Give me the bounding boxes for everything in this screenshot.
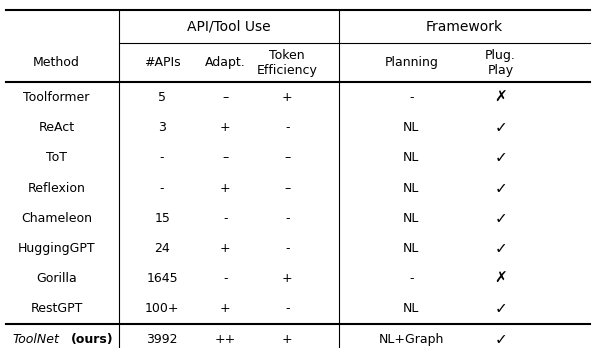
Text: ✓: ✓: [494, 241, 507, 256]
Text: +: +: [282, 333, 293, 346]
Text: #APIs: #APIs: [144, 56, 181, 69]
Text: Planning: Planning: [384, 56, 438, 69]
Text: ToolNet: ToolNet: [13, 333, 59, 346]
Text: -: -: [160, 151, 164, 164]
Text: –: –: [284, 182, 290, 195]
Text: Framework: Framework: [426, 19, 503, 34]
Text: ✗: ✗: [494, 271, 507, 286]
Text: (ours): (ours): [71, 333, 114, 346]
Text: Plug.
Play: Plug. Play: [485, 49, 516, 77]
Text: 5: 5: [158, 91, 166, 104]
Text: HuggingGPT: HuggingGPT: [18, 242, 95, 255]
Text: –: –: [222, 151, 228, 164]
Text: –: –: [284, 151, 290, 164]
Text: +: +: [282, 272, 293, 285]
Text: -: -: [285, 121, 290, 134]
Text: -: -: [223, 272, 228, 285]
Text: -: -: [160, 182, 164, 195]
Text: ✗: ✗: [494, 90, 507, 105]
Text: NL: NL: [403, 121, 420, 134]
Text: NL: NL: [403, 151, 420, 164]
Text: +: +: [220, 121, 231, 134]
Text: +: +: [220, 302, 231, 315]
Text: ++: ++: [215, 333, 236, 346]
Text: -: -: [285, 242, 290, 255]
Text: -: -: [409, 91, 414, 104]
Text: -: -: [409, 272, 414, 285]
Text: 15: 15: [154, 212, 170, 225]
Text: ✓: ✓: [494, 181, 507, 196]
Text: ToT: ToT: [46, 151, 67, 164]
Text: Reflexion: Reflexion: [27, 182, 86, 195]
Text: Gorilla: Gorilla: [36, 272, 77, 285]
Text: -: -: [285, 212, 290, 225]
Text: Token
Efficiency: Token Efficiency: [257, 49, 318, 77]
Text: Method: Method: [33, 56, 80, 69]
Text: NL: NL: [403, 182, 420, 195]
Text: 3: 3: [158, 121, 166, 134]
Text: NL: NL: [403, 302, 420, 315]
Text: 3992: 3992: [147, 333, 178, 346]
Text: Adapt.: Adapt.: [205, 56, 246, 69]
Text: ✓: ✓: [494, 301, 507, 316]
Text: NL+Graph: NL+Graph: [378, 333, 444, 346]
Text: Chameleon: Chameleon: [21, 212, 92, 225]
Text: ✓: ✓: [494, 211, 507, 226]
Text: -: -: [223, 212, 228, 225]
Text: RestGPT: RestGPT: [30, 302, 83, 315]
Text: 24: 24: [154, 242, 170, 255]
Text: +: +: [220, 182, 231, 195]
Text: -: -: [285, 302, 290, 315]
Text: +: +: [220, 242, 231, 255]
Text: API/Tool Use: API/Tool Use: [187, 19, 271, 34]
Text: +: +: [282, 91, 293, 104]
Text: Toolformer: Toolformer: [23, 91, 90, 104]
Text: –: –: [222, 91, 228, 104]
Text: ✓: ✓: [494, 150, 507, 165]
Text: ReAct: ReAct: [39, 121, 74, 134]
Text: NL: NL: [403, 212, 420, 225]
Text: 1645: 1645: [146, 272, 178, 285]
Text: NL: NL: [403, 242, 420, 255]
Text: ✓: ✓: [494, 332, 507, 347]
Text: 100+: 100+: [145, 302, 179, 315]
Text: ✓: ✓: [494, 120, 507, 135]
